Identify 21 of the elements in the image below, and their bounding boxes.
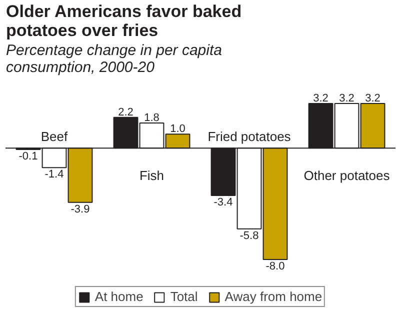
data-label: 3.2 bbox=[313, 92, 328, 104]
data-label: 2.2 bbox=[118, 106, 134, 118]
data-label: -1.4 bbox=[44, 168, 64, 181]
data-label: -0.1 bbox=[18, 150, 38, 162]
x-tick-label: Fried potatoes bbox=[208, 129, 292, 144]
data-label: -3.9 bbox=[70, 203, 90, 216]
data-label: 3.2 bbox=[339, 92, 354, 104]
chart-title: Older Americans favor baked potatoes over fries bbox=[6, 2, 243, 40]
x-tick-label: Fish bbox=[139, 168, 164, 184]
data-label: 1.8 bbox=[144, 112, 160, 124]
x-tick-label: Beef bbox=[40, 129, 68, 144]
chart-subtitle: Percentage change in per capita consumption, 2000-20 bbox=[6, 42, 223, 76]
data-label: -3.4 bbox=[214, 196, 233, 208]
data-label: -5.8 bbox=[240, 230, 259, 242]
legend-label: Away from home bbox=[224, 289, 322, 304]
legend-label: At home bbox=[94, 289, 144, 304]
data-label: 3.2 bbox=[365, 92, 380, 104]
x-tick-label: Other potatoes bbox=[304, 168, 390, 184]
data-label: -8.0 bbox=[266, 260, 285, 273]
legend-label: Total bbox=[170, 289, 198, 304]
data-label: 1.0 bbox=[170, 123, 186, 136]
